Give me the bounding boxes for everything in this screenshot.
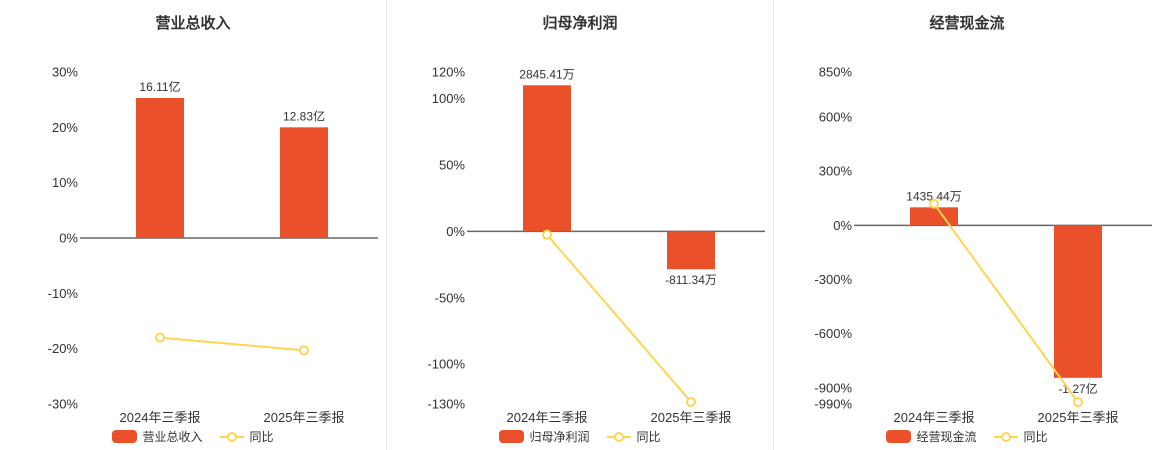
revenue-chart-plot: 30% 20% 10% 0% -10% -20% -30% 16.11亿 12.83亿 2024年…	[48, 65, 378, 425]
yoy-line-marker	[299, 345, 309, 356]
bar	[910, 207, 958, 226]
yoy-line-marker	[542, 229, 552, 240]
x-axis-label: 2024年三季报	[507, 410, 588, 425]
y-tick-label: 120%	[432, 65, 466, 80]
chart-legend: 营业总收入 同比	[0, 428, 386, 445]
bar	[280, 127, 328, 238]
y-tick-label: 20%	[52, 120, 78, 135]
bar-series-swatch-icon	[886, 430, 912, 443]
legend-yoy-label: 同比	[1023, 430, 1048, 444]
y-tick-label: 10%	[52, 175, 78, 190]
y-tick-label: -30%	[48, 397, 79, 412]
yoy-line	[159, 336, 305, 352]
x-axis-label: 2024年三季报	[894, 410, 975, 425]
bar	[1054, 225, 1102, 378]
yoy-line-icon	[219, 431, 244, 442]
chart-legend: 经营现金流 同比	[774, 428, 1160, 445]
chart-legend: 归母净利润 同比	[387, 428, 773, 445]
legend-item-yoy-series[interactable]: 同比	[993, 428, 1048, 445]
legend-bar-label: 营业总收入	[142, 430, 203, 444]
yoy-line-marker	[1073, 397, 1083, 408]
yoy-line	[546, 234, 692, 403]
y-tick-label: -100%	[427, 357, 465, 372]
cash-flow-chart-plot: 850% 600% 300% 0% -300% -600% -900% -990% 1435.4…	[814, 65, 1152, 425]
bar-series-swatch-icon	[499, 430, 525, 443]
yoy-line-icon	[993, 431, 1018, 442]
y-tick-label: -300%	[814, 272, 852, 287]
x-axis-label: 2025年三季报	[651, 410, 732, 425]
y-tick-label: 0%	[446, 224, 465, 239]
bar	[523, 85, 571, 232]
bar-value-label: -1.27亿	[1058, 381, 1097, 396]
yoy-line-marker	[155, 332, 165, 343]
y-tick-label: -10%	[48, 286, 79, 301]
x-axis-label: 2025年三季报	[1038, 410, 1119, 425]
y-tick-label: -990%	[814, 397, 852, 412]
y-tick-label: 30%	[52, 65, 78, 80]
legend-item-bar-series[interactable]: 归母净利润	[499, 428, 590, 445]
y-tick-label: -20%	[48, 341, 79, 356]
y-tick-label: 0%	[59, 231, 78, 246]
legend-item-yoy-series[interactable]: 同比	[606, 428, 661, 445]
yoy-line-marker	[929, 198, 939, 209]
legend-item-bar-series[interactable]: 营业总收入	[112, 428, 203, 445]
y-tick-label: 50%	[439, 157, 465, 172]
legend-bar-label: 归母净利润	[529, 430, 590, 444]
chart-title: 经营现金流	[929, 15, 1005, 32]
x-axis-label: 2024年三季报	[120, 410, 201, 425]
x-axis-label: 2025年三季报	[264, 410, 345, 425]
legend-item-yoy-series[interactable]: 同比	[219, 428, 274, 445]
bar-value-label: 2845.41万	[519, 67, 574, 81]
bar-series-swatch-icon	[112, 430, 138, 443]
y-tick-label: -600%	[814, 326, 852, 341]
cash-flow-panel: 经营现金流 850% 600% 300% 0% -300% -600% -900% -990%…	[773, 0, 1160, 450]
chart-title: 归母净利润	[542, 15, 618, 32]
y-tick-label: 300%	[819, 164, 853, 179]
bar-value-label: 16.11亿	[139, 79, 180, 94]
y-tick-label: 100%	[432, 91, 466, 106]
net-profit-panel: 归母净利润 120% 100% 50% 0% -50% -100% -130% 2845.41…	[386, 0, 773, 450]
y-tick-label: 600%	[819, 110, 853, 125]
y-tick-label: -900%	[814, 380, 852, 395]
legend-yoy-label: 同比	[636, 430, 661, 444]
bar-value-label: 1435.44万	[906, 189, 961, 203]
yoy-line-marker	[686, 397, 696, 408]
bar	[667, 231, 715, 270]
legend-bar-label: 经营现金流	[916, 430, 977, 444]
y-tick-label: -130%	[427, 397, 465, 412]
bar	[136, 98, 184, 238]
bar-value-label: -811.34万	[665, 273, 717, 287]
legend-yoy-label: 同比	[249, 430, 274, 444]
yoy-line-icon	[606, 431, 631, 442]
y-tick-label: 850%	[819, 65, 853, 80]
y-tick-label: -50%	[435, 290, 466, 305]
legend-item-bar-series[interactable]: 经营现金流	[886, 428, 977, 445]
yoy-line	[933, 203, 1079, 403]
y-tick-label: 0%	[833, 218, 852, 233]
chart-title: 营业总收入	[155, 15, 231, 32]
net-profit-chart-plot: 120% 100% 50% 0% -50% -100% -130% 2845.41万 -811.…	[427, 65, 765, 425]
bar-value-label: 12.83亿	[283, 108, 325, 123]
revenue-panel: 营业总收入 30% 20% 10% 0% -10% -20% -30% 16.11亿 12.83…	[0, 0, 386, 450]
